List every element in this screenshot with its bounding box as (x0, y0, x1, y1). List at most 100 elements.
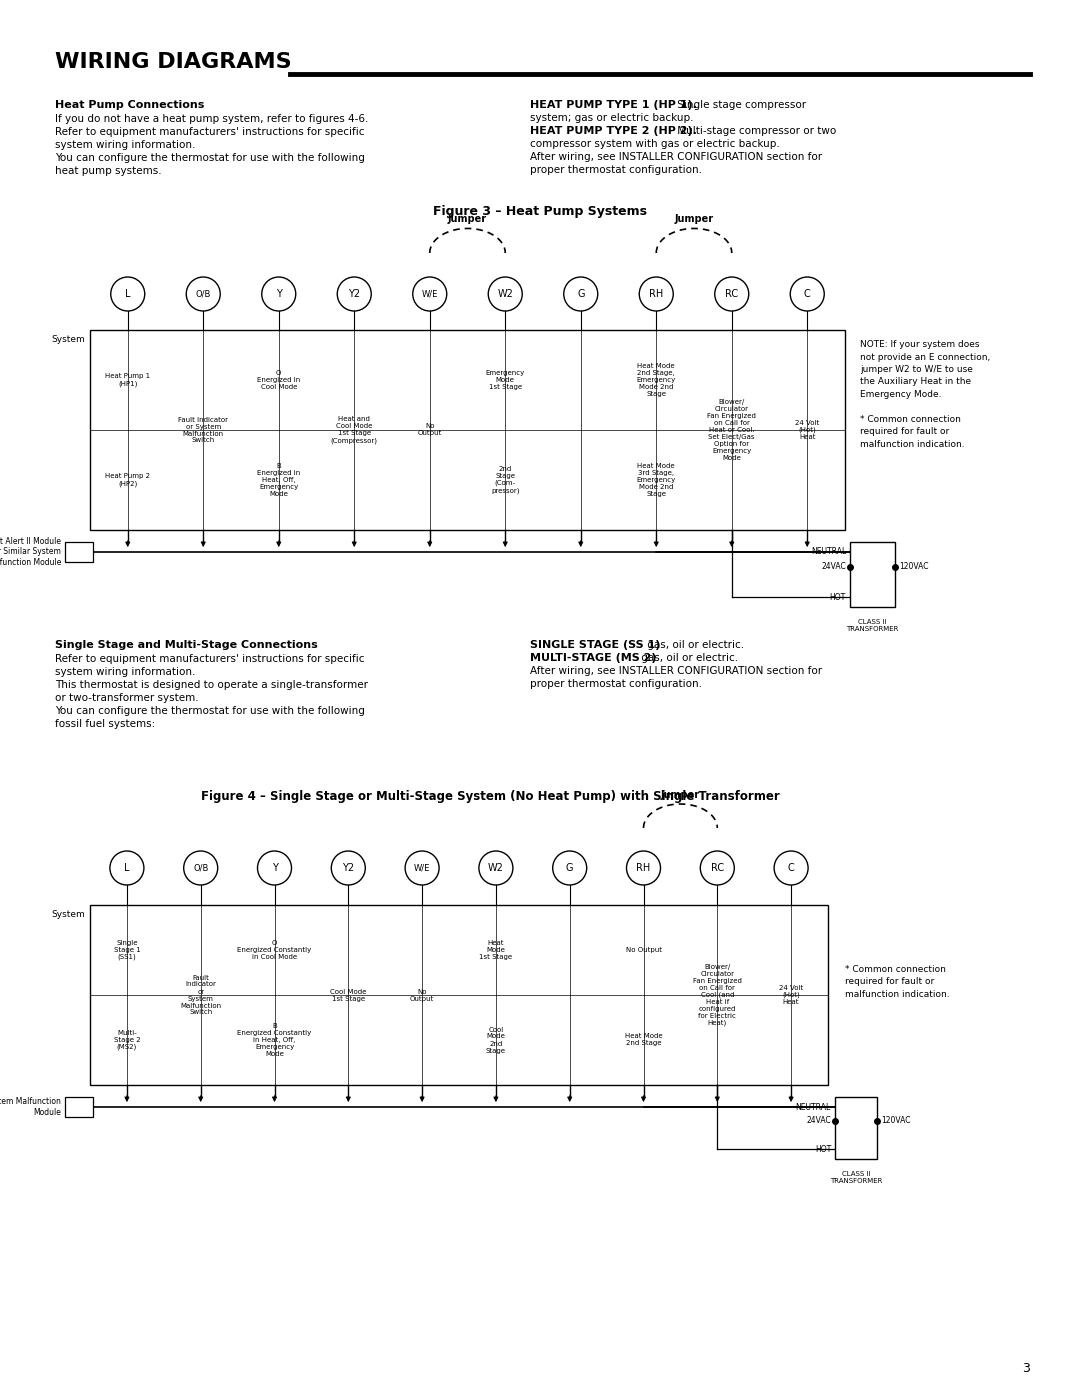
Text: O/B: O/B (195, 289, 211, 299)
Text: W/E: W/E (414, 863, 430, 873)
Text: Jumper: Jumper (448, 215, 487, 225)
Text: NEUTRAL: NEUTRAL (811, 548, 846, 556)
Text: L: L (125, 289, 131, 299)
Bar (65, 1097, 93, 1118)
Text: or two-transformer system.: or two-transformer system. (55, 693, 199, 703)
Circle shape (110, 851, 144, 886)
Text: W2: W2 (497, 289, 513, 299)
Circle shape (700, 851, 734, 886)
Text: Fault
Indicator
or
System
Malfunction
Switch: Fault Indicator or System Malfunction Sw… (180, 975, 221, 1016)
Text: Y: Y (271, 863, 278, 873)
Text: L: L (124, 863, 130, 873)
Text: 24 Volt
(Hot)
Heat: 24 Volt (Hot) Heat (779, 985, 804, 1006)
Circle shape (413, 277, 447, 312)
Circle shape (639, 277, 673, 312)
Circle shape (478, 851, 513, 886)
Circle shape (791, 277, 824, 312)
Text: Heat Mode
2nd Stage: Heat Mode 2nd Stage (624, 1034, 662, 1046)
Circle shape (488, 277, 523, 312)
Text: Refer to equipment manufacturers' instructions for specific: Refer to equipment manufacturers' instru… (55, 127, 365, 137)
Text: After wiring, see INSTALLER CONFIGURATION section for: After wiring, see INSTALLER CONFIGURATIO… (530, 666, 822, 676)
Circle shape (332, 851, 365, 886)
Text: B
Energized Constantly
in Heat, Off,
Emergency
Mode: B Energized Constantly in Heat, Off, Eme… (238, 1023, 312, 1058)
Text: HOT: HOT (814, 1144, 831, 1154)
Text: 120VAC: 120VAC (881, 1116, 910, 1125)
Text: RH: RH (636, 863, 650, 873)
Text: Multi-stage compressor or two: Multi-stage compressor or two (674, 126, 836, 136)
Bar (850, 542, 895, 608)
Text: Jumper: Jumper (661, 791, 700, 800)
Text: W/E: W/E (421, 289, 437, 299)
Text: System: System (51, 909, 85, 919)
Circle shape (257, 851, 292, 886)
Text: Fault Indicator
or System
Malfunction
Switch: Fault Indicator or System Malfunction Sw… (178, 416, 228, 443)
Text: Figure 3 – Heat Pump Systems: Figure 3 – Heat Pump Systems (433, 205, 647, 218)
Text: No
Output: No Output (410, 989, 434, 1002)
Text: 3: 3 (1022, 1362, 1030, 1375)
Text: Heat Mode
3rd Stage,
Emergency
Mode 2nd
Stage: Heat Mode 3rd Stage, Emergency Mode 2nd … (636, 462, 676, 497)
Text: MULTI-STAGE (MS 2): MULTI-STAGE (MS 2) (530, 652, 657, 664)
Text: WIRING DIAGRAMS: WIRING DIAGRAMS (55, 52, 292, 73)
Text: CLASS II
TRANSFORMER: CLASS II TRANSFORMER (847, 619, 899, 631)
Circle shape (553, 851, 586, 886)
Text: 24 Volt
(Hot)
Heat: 24 Volt (Hot) Heat (795, 419, 820, 440)
Text: compressor system with gas or electric backup.: compressor system with gas or electric b… (530, 138, 780, 149)
Text: Emergency
Mode
1st Stage: Emergency Mode 1st Stage (486, 370, 525, 390)
Text: After wiring, see INSTALLER CONFIGURATION section for: After wiring, see INSTALLER CONFIGURATIO… (530, 152, 822, 162)
Text: Cool Mode
1st Stage: Cool Mode 1st Stage (330, 989, 366, 1002)
Text: O
Energized Constantly
in Cool Mode: O Energized Constantly in Cool Mode (238, 940, 312, 960)
Circle shape (405, 851, 440, 886)
Text: HEAT PUMP TYPE 2 (HP 2).: HEAT PUMP TYPE 2 (HP 2). (530, 126, 697, 136)
Text: Heat Pump Connections: Heat Pump Connections (55, 101, 204, 110)
Text: No Output: No Output (625, 947, 661, 953)
Text: You can configure the thermostat for use with the following: You can configure the thermostat for use… (55, 705, 365, 717)
Text: 24VAC: 24VAC (821, 562, 846, 571)
Text: Heat Pump 2
(HP2): Heat Pump 2 (HP2) (105, 474, 150, 486)
Circle shape (715, 277, 748, 312)
Text: G: G (577, 289, 584, 299)
Circle shape (774, 851, 808, 886)
Text: Heat
Mode
1st Stage: Heat Mode 1st Stage (480, 940, 513, 960)
Text: 2nd
Stage
(Com-
pressor): 2nd Stage (Com- pressor) (491, 467, 519, 495)
Text: O/B: O/B (193, 863, 208, 873)
Text: system wiring information.: system wiring information. (55, 666, 195, 678)
Circle shape (337, 277, 372, 312)
Text: RH: RH (649, 289, 663, 299)
Text: Heat Mode
2nd Stage,
Emergency
Mode 2nd
Stage: Heat Mode 2nd Stage, Emergency Mode 2nd … (636, 363, 676, 397)
Text: SINGLE STAGE (SS 1): SINGLE STAGE (SS 1) (530, 640, 660, 650)
Text: B
Energized in
Heat, Off,
Emergency
Mode: B Energized in Heat, Off, Emergency Mode (257, 462, 300, 497)
Bar (90, 330, 845, 529)
Text: Multi-
Stage 2
(MS2): Multi- Stage 2 (MS2) (113, 1030, 140, 1051)
Text: Figure 4 – Single Stage or Multi-Stage System (No Heat Pump) with Single Transfo: Figure 4 – Single Stage or Multi-Stage S… (201, 789, 780, 803)
Text: * Common connection
required for fault or
malfunction indication.: * Common connection required for fault o… (845, 965, 949, 999)
Text: O
Energized in
Cool Mode: O Energized in Cool Mode (257, 370, 300, 390)
Text: Y: Y (275, 289, 282, 299)
Text: fossil fuel systems:: fossil fuel systems: (55, 719, 156, 729)
Text: RC: RC (725, 289, 739, 299)
Circle shape (186, 277, 220, 312)
Circle shape (184, 851, 218, 886)
Text: Jumper: Jumper (674, 215, 714, 225)
Text: CLASS II
TRANSFORMER: CLASS II TRANSFORMER (829, 1171, 882, 1185)
Text: This thermostat is designed to operate a single-transformer: This thermostat is designed to operate a… (55, 680, 368, 690)
Text: heat pump systems.: heat pump systems. (55, 166, 162, 176)
Text: G: G (566, 863, 573, 873)
Text: proper thermostat configuration.: proper thermostat configuration. (530, 165, 702, 175)
Bar (90, 905, 828, 1085)
Text: system; gas or electric backup.: system; gas or electric backup. (530, 113, 693, 123)
Text: No
Output: No Output (418, 423, 442, 436)
Text: 120VAC: 120VAC (899, 562, 929, 571)
Text: Cool
Mode
2nd
Stage: Cool Mode 2nd Stage (486, 1027, 505, 1053)
Text: Blower/
Circulator
Fan Energized
on Call for
Cool (and
Heat if
configured
for El: Blower/ Circulator Fan Energized on Call… (693, 964, 742, 1027)
Text: C: C (787, 863, 795, 873)
Circle shape (111, 277, 145, 312)
Text: System Malfunction
Module: System Malfunction Module (0, 1097, 60, 1116)
Text: Refer to equipment manufacturers' instructions for specific: Refer to equipment manufacturers' instru… (55, 654, 365, 664)
Text: System: System (51, 335, 85, 344)
Text: Single
Stage 1
(SS1): Single Stage 1 (SS1) (113, 940, 140, 960)
Circle shape (626, 851, 661, 886)
Text: Single Stage and Multi-Stage Connections: Single Stage and Multi-Stage Connections (55, 640, 318, 650)
Circle shape (261, 277, 296, 312)
Text: 24VAC: 24VAC (807, 1116, 831, 1125)
Text: C: C (804, 289, 811, 299)
